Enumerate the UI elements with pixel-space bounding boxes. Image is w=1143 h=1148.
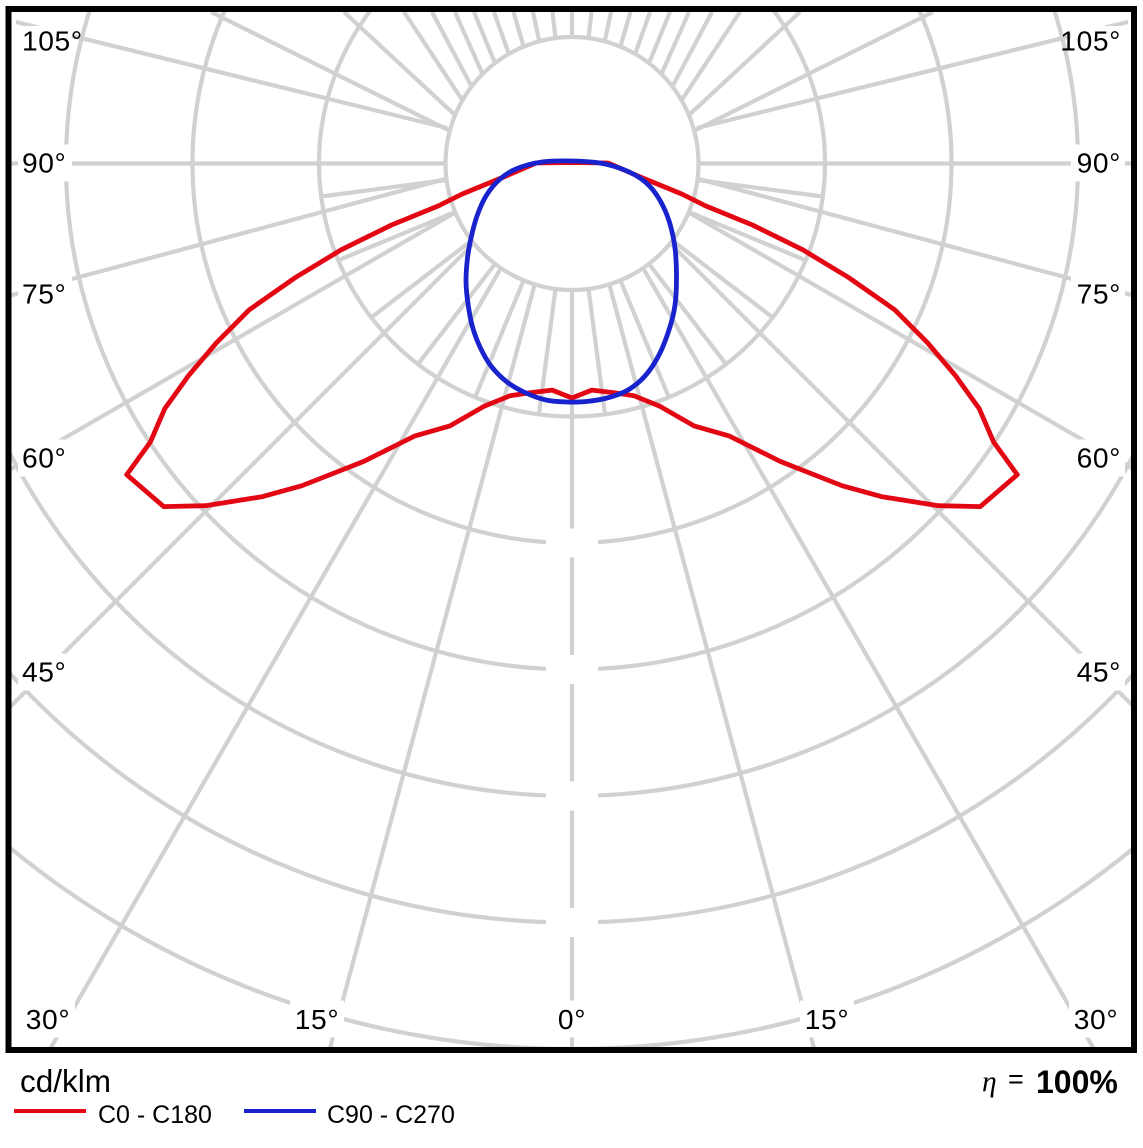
svg-text:30°: 30° — [1074, 1003, 1118, 1035]
svg-text:C90 - C270: C90 - C270 — [327, 1101, 455, 1129]
svg-text:η: η — [982, 1066, 997, 1098]
svg-text:15°: 15° — [295, 1003, 339, 1035]
svg-text:75°: 75° — [1077, 278, 1121, 310]
svg-text:100%: 100% — [1036, 1064, 1118, 1100]
svg-text:105°: 105° — [22, 25, 83, 57]
svg-text:=: = — [1008, 1064, 1024, 1094]
svg-text:15°: 15° — [805, 1003, 849, 1035]
svg-text:105°: 105° — [1060, 25, 1121, 57]
svg-text:45°: 45° — [22, 656, 66, 688]
svg-text:C0 - C180: C0 - C180 — [98, 1101, 212, 1129]
svg-text:75°: 75° — [22, 278, 66, 310]
svg-text:60°: 60° — [22, 442, 66, 474]
svg-text:30°: 30° — [26, 1003, 70, 1035]
svg-text:cd/klm: cd/klm — [20, 1063, 111, 1099]
svg-text:0°: 0° — [558, 1003, 586, 1035]
svg-text:90°: 90° — [22, 147, 66, 179]
svg-text:60°: 60° — [1077, 442, 1121, 474]
svg-text:90°: 90° — [1077, 147, 1121, 179]
svg-text:45°: 45° — [1077, 656, 1121, 688]
